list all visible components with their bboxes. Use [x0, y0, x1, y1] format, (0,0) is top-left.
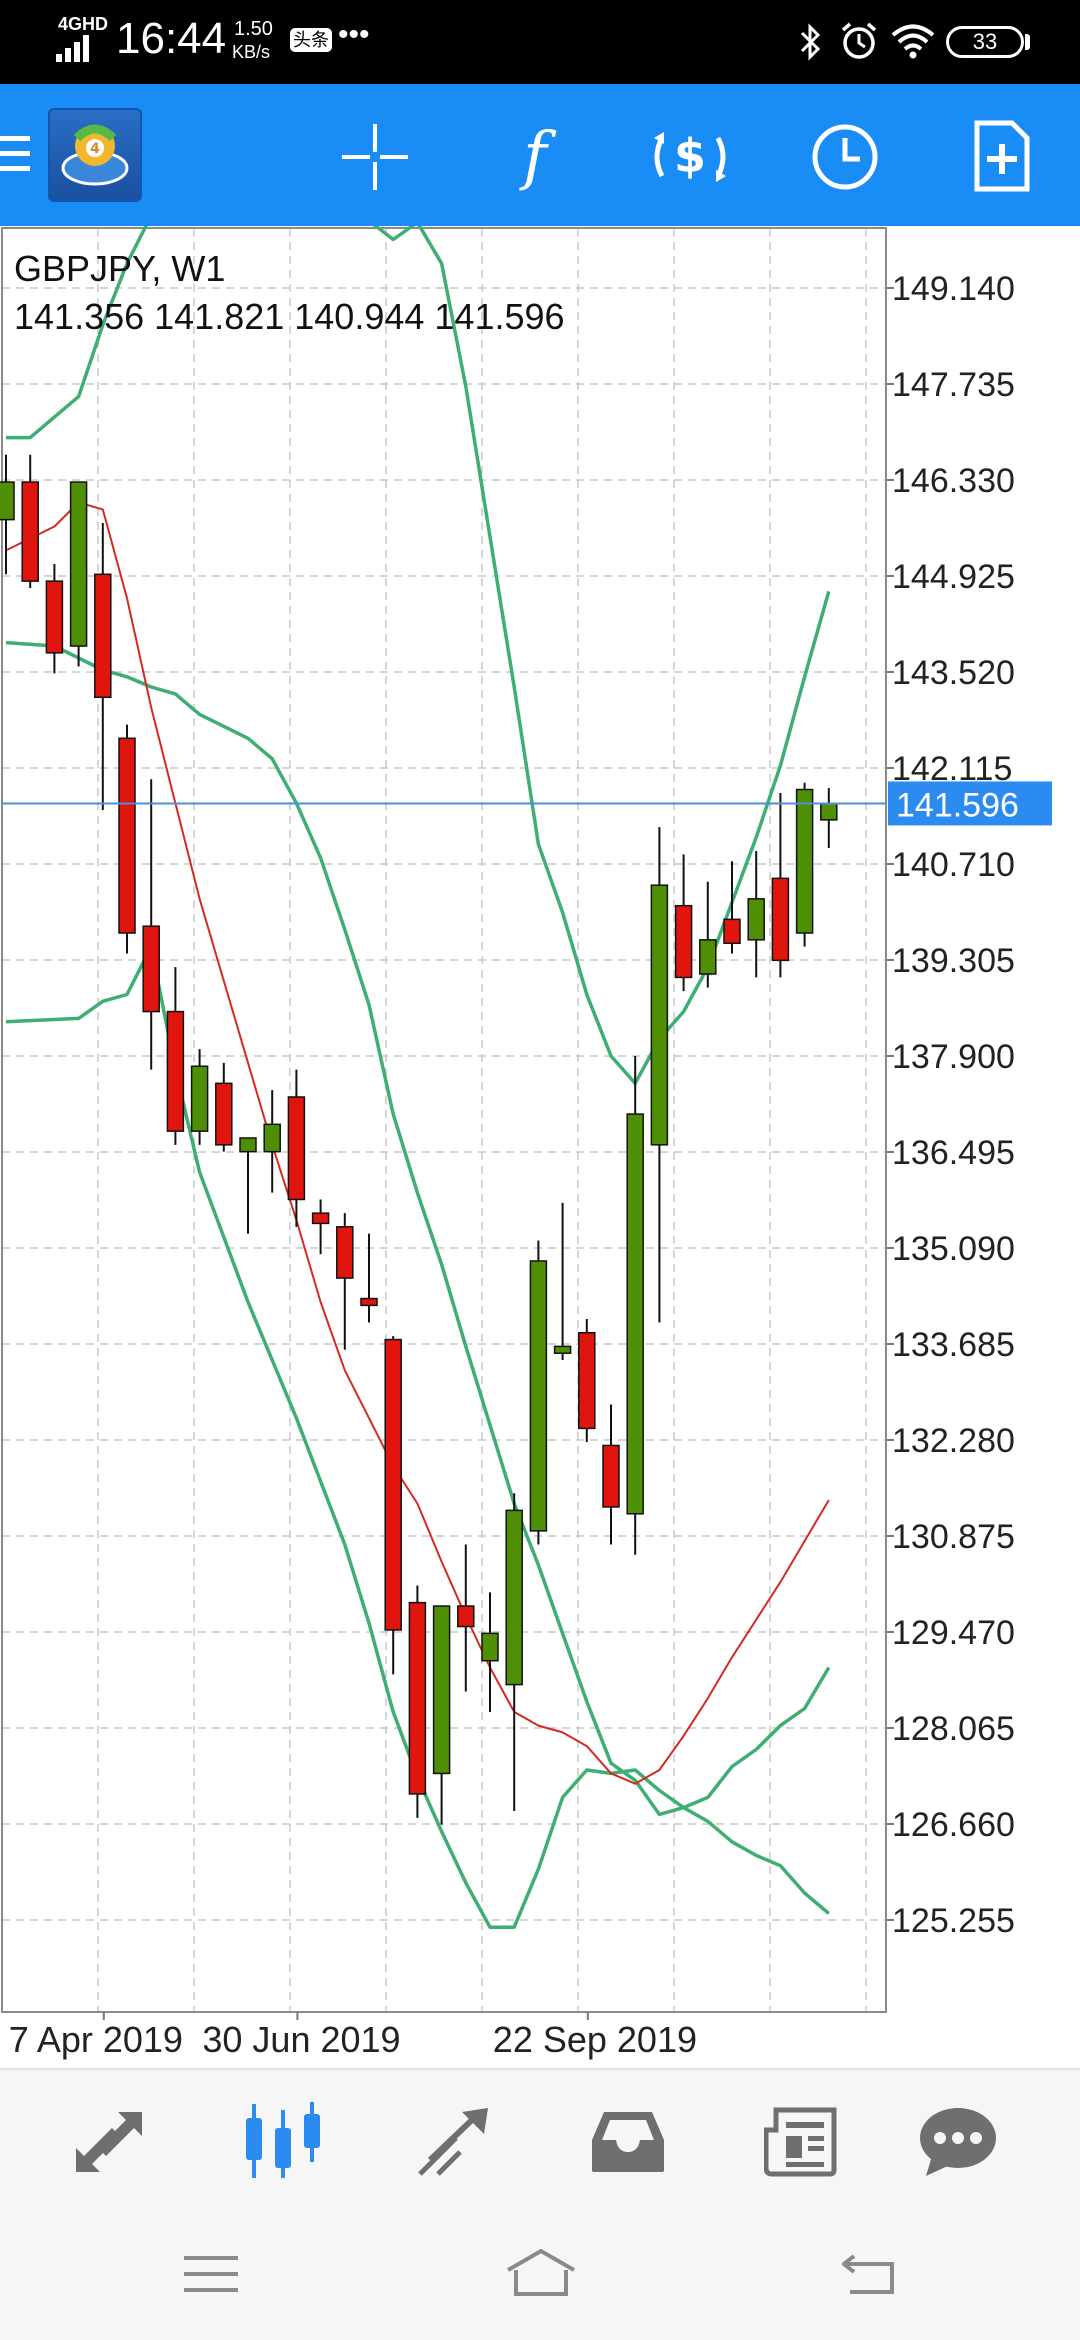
y-tick-label: 136.495 [892, 1134, 1015, 1172]
timeframe-icon[interactable] [810, 122, 880, 192]
candle-bear [578, 1331, 596, 1430]
status-bar: 4GHD 16:44 1.50 KB/s 头条 ••• 33 [0, 0, 1080, 84]
app-logo-icon[interactable]: 4 [48, 108, 142, 202]
price-chart[interactable]: 149.140147.735146.330144.925143.520142.1… [0, 226, 1080, 2068]
menu-icon[interactable] [0, 134, 30, 174]
candle-bull [481, 1632, 499, 1662]
alarm-icon [841, 22, 877, 59]
candle-bear [311, 1212, 330, 1225]
y-tick-label: 137.900 [892, 1038, 1015, 1076]
y-tick-label: 139.305 [892, 942, 1015, 980]
y-tick-label: 143.520 [892, 654, 1015, 692]
inbox-icon[interactable] [590, 2110, 666, 2174]
x-tick-label: 22 Sep 2019 [493, 2019, 697, 2060]
news-icon[interactable] [764, 2106, 838, 2178]
svg-text:$: $ [674, 129, 706, 183]
candle-bull [69, 481, 88, 647]
clock: 16:44 [116, 14, 227, 63]
moving-average-line [5, 501, 830, 1785]
system-navigation [0, 2208, 1080, 2340]
candle-bull [699, 939, 717, 975]
candle-bear [602, 1444, 620, 1508]
y-tick-label: 125.255 [892, 1902, 1015, 1940]
symbol-label: GBPJPY, W1 [14, 248, 226, 289]
candle-bull [626, 1113, 644, 1515]
y-tick-label: 133.685 [892, 1326, 1015, 1364]
y-tick-label: 135.090 [892, 1230, 1015, 1268]
current-price-label: 141.596 [896, 786, 1019, 824]
network-speed-unit: KB/s [232, 42, 271, 62]
battery-indicator [946, 26, 1024, 58]
candle-bear [142, 925, 160, 1013]
y-tick-label: 149.140 [892, 270, 1015, 308]
notification-badge: 头条 [290, 28, 332, 52]
candle-bull [747, 898, 765, 941]
y-tick-label: 130.875 [892, 1518, 1015, 1556]
plot-border [1, 227, 887, 2013]
chat-icon[interactable] [918, 2106, 998, 2178]
candle-bear [771, 877, 790, 962]
wifi-icon [891, 24, 935, 59]
candle-bear [674, 904, 693, 979]
battery-level: 33 [972, 29, 998, 54]
candle-bear [336, 1226, 354, 1279]
network-label: 4GHD [58, 14, 109, 34]
candle-bear [166, 1010, 185, 1132]
candle-bull [795, 788, 814, 934]
current-price-tag [888, 781, 1052, 826]
candle-bull [239, 1137, 257, 1153]
candle-bear [287, 1096, 306, 1201]
candle-bear [21, 481, 39, 582]
y-tick-label: 147.735 [892, 366, 1015, 404]
battery-tip [1025, 34, 1030, 50]
bluetooth-icon [800, 23, 821, 61]
y-tick-label: 132.280 [892, 1422, 1015, 1460]
signal-icon [56, 35, 89, 62]
candle-bear [384, 1338, 402, 1631]
candle-bear [94, 573, 112, 699]
y-tick-label: 128.065 [892, 1710, 1015, 1748]
y-tick-label: 146.330 [892, 462, 1015, 500]
candle-bull [553, 1345, 572, 1354]
candle-bear [360, 1297, 378, 1307]
candle-bull [529, 1260, 548, 1532]
y-tick-label: 129.470 [892, 1614, 1015, 1652]
candle-bear [408, 1601, 427, 1795]
trend-icon[interactable] [416, 2106, 492, 2178]
chart-toolbar: 4 f $ [0, 84, 1080, 226]
indicators-icon[interactable]: f [523, 119, 547, 193]
y-tick-label: 140.710 [892, 846, 1015, 884]
svg-text:4: 4 [90, 141, 100, 157]
x-tick-label: 30 Jun 2019 [202, 2019, 400, 2060]
candles-icon[interactable] [244, 2100, 322, 2182]
y-tick-label: 126.660 [892, 1806, 1015, 1844]
add-object-icon[interactable] [974, 120, 1030, 192]
quotes-icon[interactable] [72, 2108, 146, 2176]
trade-icon[interactable]: $ [650, 124, 730, 190]
candle-bear [723, 918, 741, 945]
candle-bull [820, 802, 838, 821]
menu-lines-icon[interactable] [184, 2254, 238, 2294]
candle-bull [650, 884, 669, 1146]
candle-bull [263, 1123, 281, 1153]
candle-bear [457, 1605, 475, 1628]
more-indicator: ••• [338, 18, 370, 51]
chart-area[interactable]: 149.140 147.735 146.330 144.925 143.520 142.1… [0, 226, 1080, 2068]
candle-bear [215, 1082, 233, 1146]
back-icon[interactable] [842, 2254, 896, 2296]
candle-bull [0, 481, 15, 521]
network-speed-value: 1.50 [234, 18, 273, 40]
candle-bear [45, 580, 64, 654]
x-tick-label: 7 Apr 2019 [9, 2019, 183, 2060]
crosshair-icon[interactable] [342, 124, 408, 190]
candle-bull [432, 1605, 451, 1775]
home-icon[interactable] [506, 2248, 576, 2298]
candle-bull [505, 1509, 523, 1686]
candle-bull [190, 1065, 209, 1132]
bollinger-middle-line [5, 640, 831, 1817]
candle-bear [118, 737, 136, 934]
ohlc-label: 141.356 141.821 140.944 141.596 [14, 296, 565, 337]
y-tick-label: 144.925 [892, 558, 1015, 596]
bottom-navigation [0, 2068, 1080, 2210]
